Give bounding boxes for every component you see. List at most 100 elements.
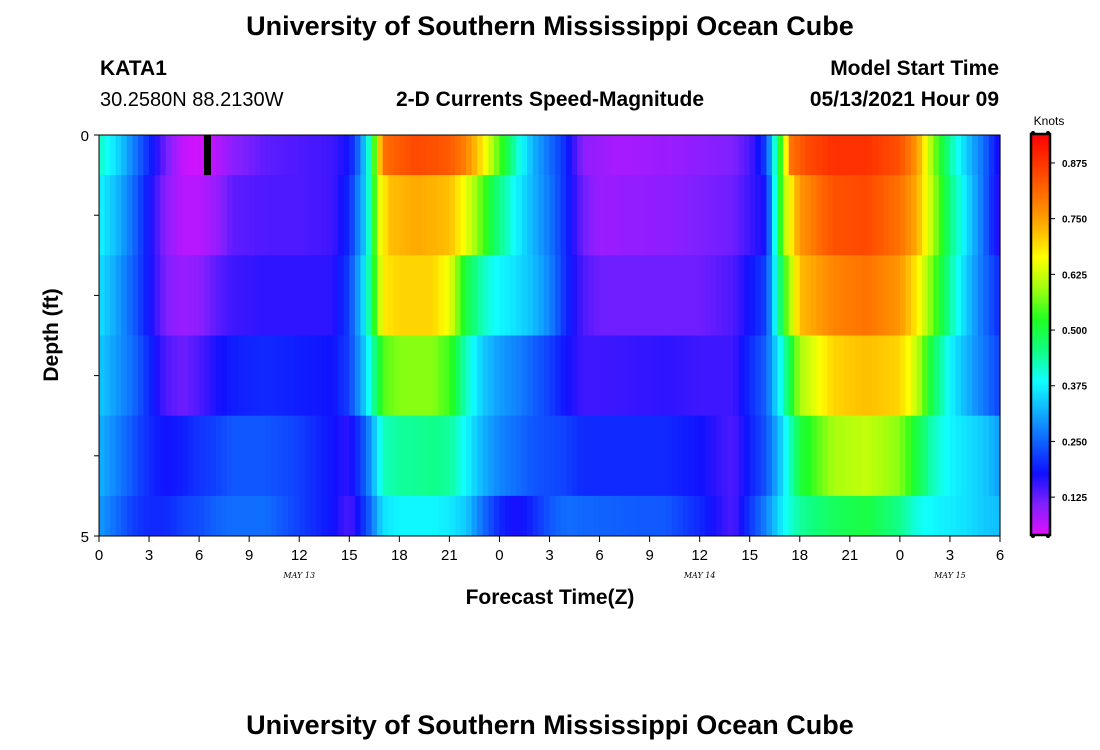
- heatmap-cell: [833, 495, 840, 537]
- heatmap-cell: [710, 255, 717, 336]
- heatmap-cell: [899, 255, 907, 336]
- heatmap-cell: [338, 255, 345, 336]
- heatmap-cell: [694, 135, 701, 176]
- heatmap-cell: [543, 175, 551, 256]
- heatmap-cell: [866, 335, 873, 417]
- heatmap-cell: [582, 255, 590, 336]
- heatmap-cell: [121, 495, 128, 537]
- heatmap-cell: [382, 335, 389, 417]
- heatmap-cell: [260, 135, 267, 176]
- heatmap-cell: [783, 255, 790, 336]
- heatmap-cell: [593, 415, 601, 497]
- heatmap-cell: [555, 335, 562, 417]
- x-tick-label: 3: [145, 547, 153, 564]
- heatmap-cell: [621, 495, 628, 537]
- heatmap-cell: [944, 335, 951, 417]
- heatmap-cell: [655, 495, 662, 537]
- heatmap-cell: [527, 335, 534, 417]
- heatmap-cell: [694, 415, 701, 497]
- heatmap-cell: [393, 495, 400, 537]
- heatmap-cell: [833, 415, 840, 497]
- heatmap-cell: [276, 255, 284, 336]
- heatmap-cell: [493, 335, 501, 417]
- heatmap-cell: [282, 335, 289, 417]
- heatmap-cell: [327, 495, 334, 537]
- heatmap-cell: [365, 135, 373, 176]
- heatmap-cell: [794, 135, 801, 176]
- heatmap-cell: [860, 255, 868, 336]
- heatmap-cell: [894, 135, 901, 176]
- heatmap-cell: [249, 255, 256, 336]
- heatmap-cell: [499, 175, 506, 256]
- heatmap-cell: [777, 415, 784, 497]
- heatmap-cell: [99, 415, 106, 497]
- heatmap-cell: [466, 175, 473, 256]
- heatmap-cell: [432, 135, 439, 176]
- heatmap-cell: [126, 175, 133, 256]
- heatmap-cell: [371, 135, 378, 176]
- heatmap-cell: [605, 415, 612, 497]
- heatmap-cell: [593, 135, 601, 176]
- heatmap-cell: [443, 335, 450, 417]
- heatmap-cell: [883, 335, 890, 417]
- heatmap-cell: [516, 135, 523, 176]
- heatmap-cell: [805, 495, 812, 537]
- heatmap-cell: [872, 175, 879, 256]
- heatmap-cell: [137, 335, 145, 417]
- heatmap-cell: [126, 255, 133, 336]
- heatmap-cell: [488, 175, 495, 256]
- heatmap-cell: [310, 495, 317, 537]
- heatmap-cell: [649, 255, 656, 336]
- heatmap-cell: [254, 495, 261, 537]
- heatmap-cell: [977, 255, 984, 336]
- heatmap-cell: [560, 255, 567, 336]
- heatmap-cell: [321, 415, 328, 497]
- heatmap-cell: [282, 495, 289, 537]
- heatmap-cell: [749, 335, 756, 417]
- heatmap-cell: [621, 335, 628, 417]
- heatmap-cell: [438, 335, 445, 417]
- heatmap-cell: [449, 415, 456, 497]
- heatmap-cell: [126, 495, 133, 537]
- heatmap-cell: [655, 415, 662, 497]
- heatmap-cell: [666, 495, 673, 537]
- heatmap-cell: [238, 255, 245, 336]
- heatmap-cell: [822, 175, 829, 256]
- heatmap-cell: [961, 135, 968, 176]
- heatmap-cell: [605, 495, 612, 537]
- heatmap-cell: [404, 135, 412, 176]
- heatmap-cell: [187, 415, 195, 497]
- heatmap-cell: [977, 135, 984, 176]
- heatmap-cell: [243, 175, 250, 256]
- heatmap-cell: [727, 335, 734, 417]
- colorbar-tick-label: 0.750: [1062, 215, 1087, 226]
- heatmap-cell: [671, 135, 679, 176]
- heatmap-cell: [838, 415, 845, 497]
- heatmap-cell: [488, 255, 495, 336]
- heatmap-cell: [966, 255, 973, 336]
- heatmap-cell: [249, 415, 256, 497]
- heatmap-cell: [972, 495, 979, 537]
- heatmap-cell: [944, 175, 951, 256]
- heatmap-cell: [482, 495, 489, 537]
- heatmap-cell: [204, 255, 211, 336]
- heatmap-cell: [833, 175, 840, 256]
- heatmap-cell: [482, 255, 489, 336]
- heatmap-cell: [126, 335, 133, 417]
- heatmap-cell: [721, 495, 729, 537]
- heatmap-cell: [99, 255, 106, 336]
- heatmap-cell: [638, 415, 645, 497]
- heatmap-cell: [99, 335, 106, 417]
- heatmap-cell: [115, 135, 122, 176]
- heatmap-cell: [210, 335, 217, 417]
- heatmap-cell: [627, 335, 634, 417]
- heatmap-cell: [894, 255, 901, 336]
- heatmap-cell: [193, 415, 200, 497]
- heatmap-cell: [644, 495, 651, 537]
- heatmap-cell: [354, 135, 362, 176]
- x-tick-label: 12: [691, 547, 708, 564]
- heatmap-cell: [521, 175, 528, 256]
- heatmap-cell: [410, 255, 417, 336]
- colorbar: [1029, 132, 1052, 537]
- heatmap-cell: [338, 495, 345, 537]
